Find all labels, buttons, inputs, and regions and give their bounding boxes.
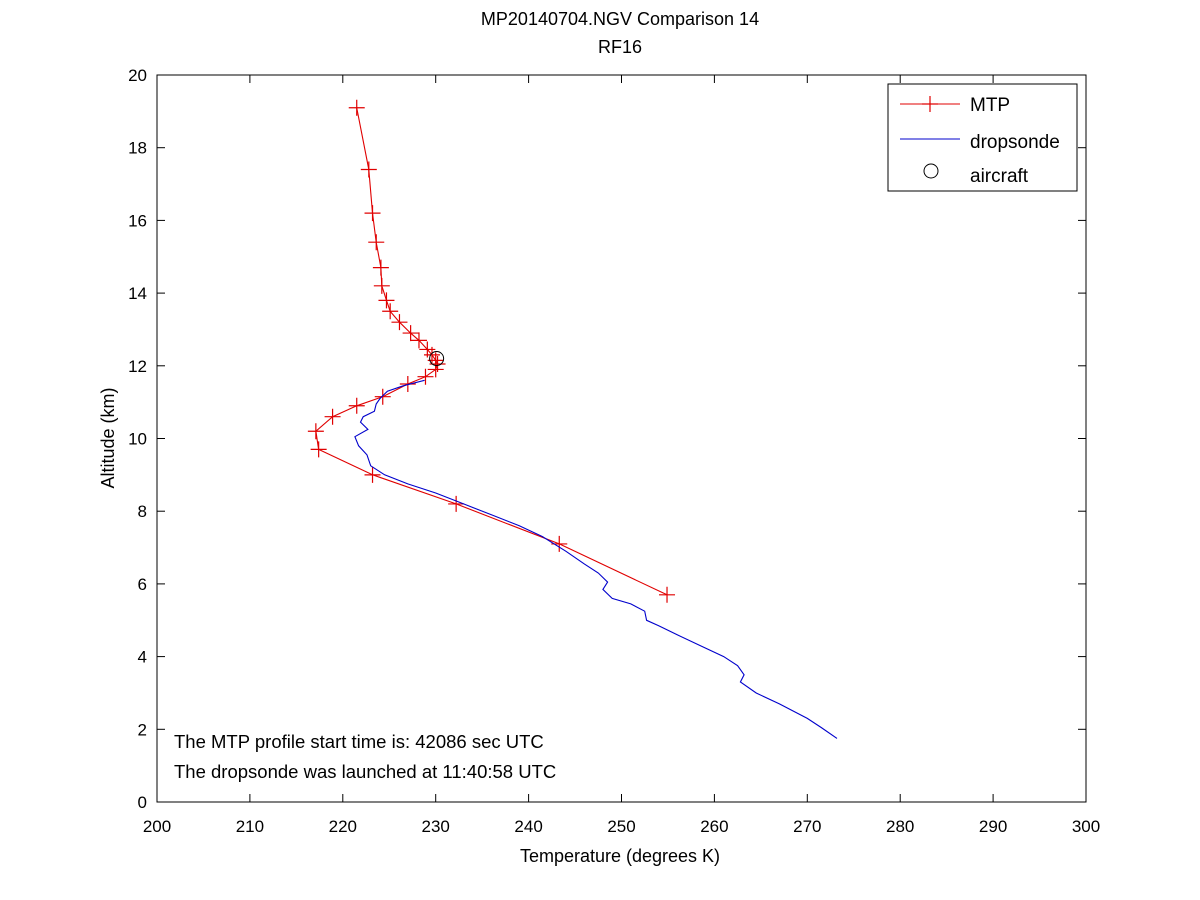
x-tick-label: 300: [1072, 817, 1100, 836]
legend-entry-aircraft: aircraft: [923, 163, 1029, 187]
data-point-mtp: [373, 277, 390, 294]
series-aircraft: [429, 351, 445, 367]
data-point-mtp: [382, 303, 399, 320]
x-tick-label: 270: [793, 817, 821, 836]
x-tick-label: 230: [422, 817, 450, 836]
legend-aircraft-label: aircraft: [970, 166, 1029, 187]
x-tick-label: 260: [700, 817, 728, 836]
x-axis-ticks: 200 210 220 230 240 250 260 270 280 290 300: [143, 75, 1100, 836]
series-line-dropsonde: [354, 379, 838, 739]
data-point-mtp: [427, 361, 444, 378]
legend-entry-mtp: MTP: [900, 95, 1010, 116]
legend-entry-dropsonde: dropsonde: [900, 132, 1060, 153]
x-tick-label: 240: [514, 817, 542, 836]
data-point-mtp: [372, 259, 389, 276]
y-tick-label: 6: [138, 575, 147, 594]
series-dropsonde: [354, 379, 838, 739]
data-point-mtp: [348, 397, 365, 414]
y-tick-label: 10: [128, 430, 147, 449]
y-tick-label: 2: [138, 720, 147, 739]
data-point-mtp: [364, 466, 381, 483]
y-tick-label: 14: [128, 284, 147, 303]
y-tick-label: 12: [128, 357, 147, 376]
data-point-mtp: [307, 423, 324, 440]
data-point-mtp: [360, 161, 377, 178]
x-tick-label: 280: [886, 817, 914, 836]
y-axis-label: Altitude (km): [98, 387, 118, 488]
y-tick-label: 0: [138, 793, 147, 812]
data-point-mtp: [659, 586, 676, 603]
data-point-mtp: [310, 441, 327, 458]
legend-dropsonde-label: dropsonde: [970, 132, 1060, 153]
data-point-mtp: [378, 292, 395, 309]
data-point-mtp: [368, 234, 385, 251]
y-tick-label: 20: [128, 66, 147, 85]
annotation-dropsonde-launch: The dropsonde was launched at 11:40:58 U…: [174, 761, 556, 782]
data-point-mtp: [399, 375, 416, 392]
x-tick-label: 200: [143, 817, 171, 836]
x-tick-label: 290: [979, 817, 1007, 836]
data-point-mtp: [348, 99, 365, 116]
data-point-mtp: [391, 314, 408, 331]
legend: MTP dropsonde aircraft: [887, 83, 1078, 192]
y-axis-ticks: 0 2 4 6 8 10 12 14 16 18 20: [128, 66, 1086, 812]
data-point-mtp: [374, 388, 391, 405]
y-tick-label: 18: [128, 139, 147, 158]
series-line-mtp: [315, 107, 668, 596]
data-point-mtp: [410, 332, 427, 349]
y-tick-label: 4: [138, 648, 147, 667]
chart-subtitle: RF16: [598, 37, 642, 57]
legend-mtp-marker: [922, 96, 938, 112]
data-point-aircraft: [429, 351, 445, 367]
x-tick-label: 220: [329, 817, 357, 836]
series-mtp: [307, 99, 676, 603]
y-tick-label: 8: [138, 502, 147, 521]
data-point-mtp: [324, 408, 341, 425]
data-point-mtp: [402, 325, 419, 342]
x-tick-label: 210: [236, 817, 264, 836]
x-tick-label: 250: [607, 817, 635, 836]
data-point-mtp: [448, 495, 465, 512]
y-tick-label: 16: [128, 211, 147, 230]
legend-aircraft-marker: [923, 163, 939, 179]
chart-title: MP20140704.NGV Comparison 14: [481, 9, 759, 29]
legend-box: [887, 83, 1078, 192]
legend-mtp-label: MTP: [970, 95, 1010, 116]
x-axis-label: Temperature (degrees K): [520, 846, 720, 866]
annotation-mtp-start: The MTP profile start time is: 42086 sec…: [174, 731, 544, 752]
data-point-mtp: [364, 205, 381, 222]
plot-series: [307, 99, 838, 739]
data-point-mtp: [417, 368, 434, 385]
